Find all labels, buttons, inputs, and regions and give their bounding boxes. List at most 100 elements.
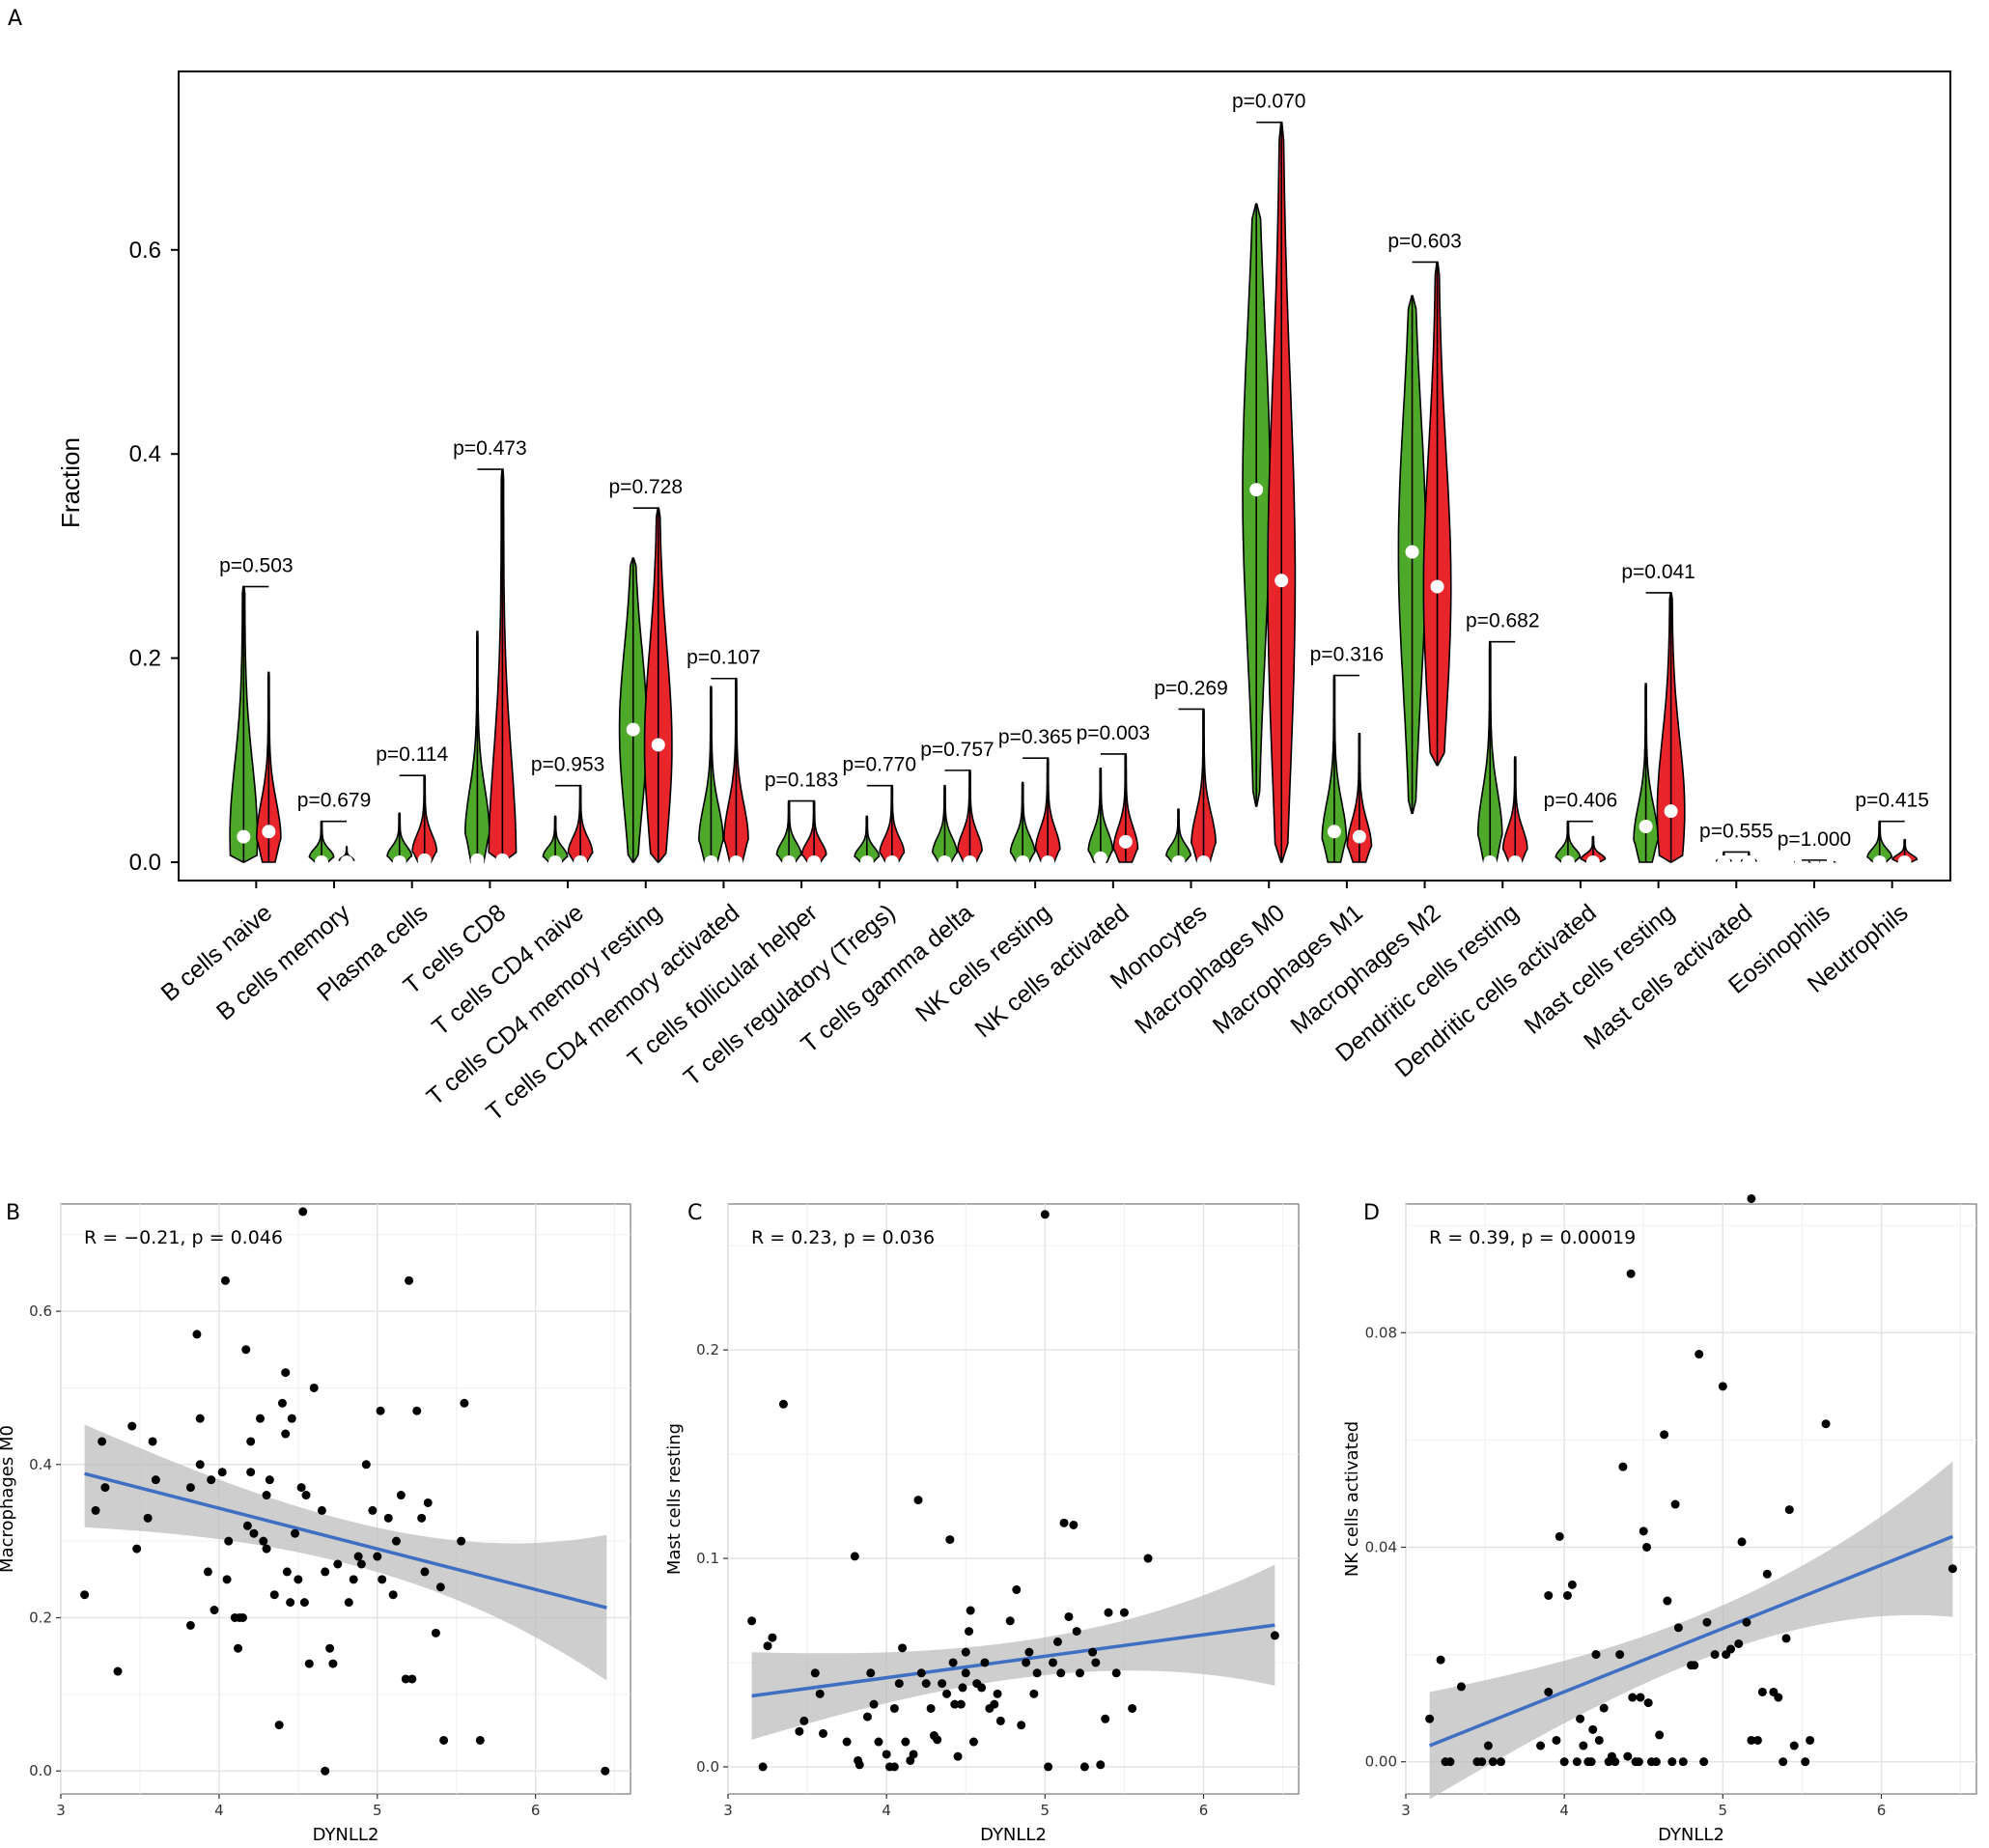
data-point (1579, 1741, 1588, 1750)
data-point (819, 1728, 827, 1738)
data-point (953, 1751, 963, 1761)
data-point (373, 1552, 382, 1561)
panel-label-c: C (687, 1201, 702, 1225)
data-point (143, 1513, 153, 1523)
data-point (1634, 1757, 1643, 1767)
data-point (1623, 1751, 1633, 1761)
y-tick-label: 0.6 (129, 238, 161, 264)
data-point (1642, 1542, 1652, 1552)
data-point (1064, 1611, 1074, 1621)
green-group-median-dot (1717, 855, 1731, 869)
data-point (246, 1468, 256, 1477)
data-point (778, 1399, 788, 1409)
p-value-label: p=0.070 (1232, 91, 1306, 113)
regression-line (1428, 1534, 1954, 1748)
x-tick-label: 6 (1877, 1802, 1887, 1819)
data-point (1104, 1608, 1113, 1617)
green-group-median-dot (237, 829, 251, 844)
data-point (882, 1750, 891, 1759)
data-point (966, 1606, 975, 1615)
data-point (961, 1668, 970, 1678)
data-point (1544, 1590, 1554, 1600)
data-point (1626, 1269, 1636, 1278)
data-point (938, 1679, 947, 1689)
data-point (810, 1668, 820, 1678)
x-tick-label: 4 (882, 1802, 891, 1819)
y-tick-label: 0.0 (29, 1762, 52, 1779)
y-axis-title: Fraction (56, 437, 85, 528)
red-group-median-dot (1819, 855, 1834, 869)
green-group-median-dot (1016, 855, 1030, 869)
data-point (353, 1552, 363, 1561)
data-point (854, 1760, 864, 1770)
data-point (113, 1666, 123, 1676)
data-point (747, 1616, 757, 1626)
red-group-median-dot (729, 855, 743, 869)
data-point (1699, 1757, 1709, 1767)
red-group-median-dot (1118, 834, 1133, 849)
data-point (1128, 1703, 1137, 1713)
data-point (368, 1505, 378, 1515)
y-tick-label: 0.0 (129, 850, 161, 876)
data-point (262, 1544, 271, 1554)
data-point (916, 1668, 926, 1678)
data-point (1636, 1693, 1645, 1702)
green-group-median-dot (782, 855, 797, 869)
data-point (1695, 1350, 1704, 1359)
data-point (301, 1491, 311, 1500)
data-point (1012, 1584, 1022, 1594)
data-point (1710, 1650, 1720, 1660)
data-point (1052, 1637, 1062, 1646)
data-point (262, 1491, 271, 1500)
data-point (1536, 1741, 1546, 1750)
data-point (234, 1643, 243, 1653)
x-tick-label: 6 (1199, 1802, 1209, 1819)
correlation-p: p = 0.00019 (1522, 1227, 1637, 1248)
data-point (1477, 1757, 1487, 1767)
data-point (1425, 1714, 1435, 1723)
panel-d-scatter-nk-cells-activated: D 3 4 5 6 0.00 0.04 0.08 R = 0.39, p = 0.00019 DY… (1342, 1193, 1977, 1845)
data-point (148, 1437, 157, 1446)
data-point (1143, 1554, 1153, 1563)
p-value-label: p=0.603 (1387, 230, 1462, 252)
data-point (948, 1658, 958, 1667)
panel-label-a: A (8, 7, 22, 31)
p-value-label: p=0.415 (1855, 790, 1929, 812)
data-point (281, 1368, 291, 1378)
data-point (1747, 1193, 1756, 1203)
green-group-median-dot (1483, 855, 1498, 869)
green-group-median-dot (315, 855, 329, 869)
red-group-median-dot (1196, 855, 1211, 869)
data-point (980, 1658, 990, 1667)
data-point (1049, 1658, 1058, 1667)
data-point (926, 1703, 936, 1713)
data-point (1075, 1668, 1084, 1678)
data-point (460, 1398, 469, 1408)
y-tick-label: 0.00 (1365, 1753, 1397, 1771)
x-tick-label: 3 (56, 1802, 66, 1819)
green-group-median-dot (626, 722, 640, 737)
data-point (80, 1590, 90, 1600)
red-group-median-dot (1352, 829, 1366, 844)
data-point (1069, 1520, 1079, 1529)
red-group-median-dot (1430, 579, 1444, 594)
y-tick-label: 0.2 (29, 1609, 52, 1626)
data-point (763, 1641, 772, 1651)
data-point (601, 1766, 610, 1776)
data-point (1734, 1638, 1744, 1648)
data-point (1456, 1682, 1466, 1692)
data-point (1576, 1714, 1585, 1723)
y-tick-label: 0.1 (696, 1550, 719, 1567)
data-point (304, 1659, 314, 1668)
data-point (990, 1699, 999, 1709)
data-point (1056, 1668, 1066, 1678)
y-tick-label: 0.4 (129, 441, 161, 467)
data-point (282, 1567, 292, 1577)
data-point (405, 1275, 414, 1285)
y-tick-label: 0.0 (696, 1758, 719, 1776)
correlation-annotation: R = 0.23, p = 0.036 (751, 1227, 935, 1248)
data-point (1726, 1644, 1736, 1654)
p-value-label: p=0.316 (1310, 644, 1385, 666)
correlation-r: R = 0.39, (1429, 1227, 1522, 1248)
